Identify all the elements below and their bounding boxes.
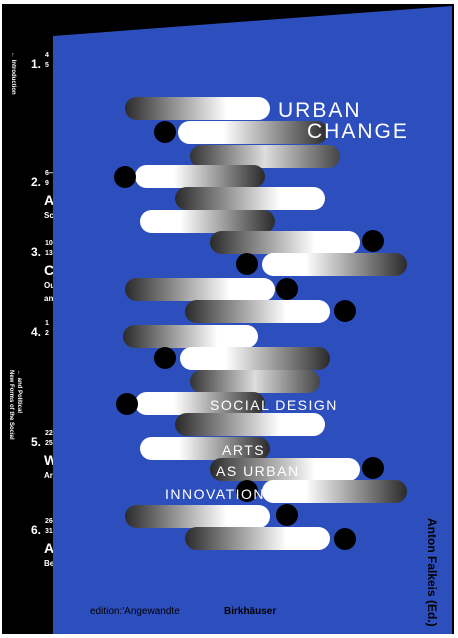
pill	[190, 370, 320, 393]
page-range: 1	[45, 320, 49, 327]
dot	[236, 480, 258, 502]
title-line: CHANGE	[307, 120, 409, 143]
pill	[262, 480, 407, 503]
page-range: 13	[45, 250, 53, 257]
section-number: 1.	[31, 57, 41, 71]
page-range: 9	[45, 180, 49, 187]
section-line: C	[44, 262, 54, 278]
pill	[180, 347, 330, 370]
section-number: 2.	[31, 175, 41, 189]
dot	[362, 457, 384, 479]
pill	[262, 253, 407, 276]
section-line: Ou	[44, 281, 55, 290]
section-number: 5.	[31, 435, 41, 449]
page-range: 25	[45, 440, 53, 447]
pill	[210, 458, 360, 481]
pill	[178, 121, 328, 144]
section-line: A	[44, 540, 54, 556]
pill	[125, 97, 270, 120]
page-range: 2	[45, 330, 49, 337]
pill	[185, 300, 330, 323]
pill	[185, 527, 330, 550]
spine-label: New Forms of the Social	[8, 370, 14, 440]
dot	[362, 230, 384, 252]
dot	[276, 278, 298, 300]
section-line: Be	[44, 559, 55, 568]
dot	[114, 166, 136, 188]
section-number: 3.	[31, 245, 41, 259]
section-line: Ar	[44, 471, 53, 480]
page-range: 6—	[45, 170, 56, 177]
page-range: 10—	[45, 240, 60, 247]
spine: ← Introduction New Forms of the Social ← a…	[8, 52, 60, 568]
author: Anton Falkeis (Ed.)	[425, 518, 439, 627]
publisher: edition:'Angewandte	[90, 606, 180, 617]
dot	[334, 300, 356, 322]
pill	[210, 231, 360, 254]
dot	[116, 393, 138, 415]
page-range: 22—	[45, 430, 60, 437]
pill	[175, 413, 325, 436]
pill	[125, 278, 275, 301]
pill	[140, 210, 275, 233]
pill	[140, 437, 270, 460]
dot	[334, 528, 356, 550]
dot	[154, 121, 176, 143]
title-line: URBAN	[278, 99, 362, 122]
section-number: 6.	[31, 523, 41, 537]
page-range: 26—	[45, 518, 60, 525]
section-line: A	[44, 192, 54, 208]
section-number: 4.	[31, 325, 41, 339]
dot	[276, 504, 298, 526]
section-line: an	[44, 294, 53, 303]
pill	[125, 505, 270, 528]
dot	[154, 347, 176, 369]
pill	[135, 165, 265, 188]
pill	[123, 325, 258, 348]
subtitle-line: ARTS	[222, 442, 265, 458]
pill-pattern	[114, 97, 407, 550]
publisher: Birkhäuser	[224, 606, 276, 617]
dot	[236, 253, 258, 275]
pill	[190, 145, 340, 168]
page-range: 31	[45, 528, 53, 535]
subtitle-line: INNOVATION	[165, 486, 265, 502]
spine-label: ← Introduction	[10, 52, 16, 95]
section-line: Sc	[44, 211, 54, 220]
pill	[175, 187, 325, 210]
page-range: 4	[45, 52, 49, 59]
subtitle-line: AS URBAN	[216, 463, 300, 479]
subtitle-line: SOCIAL DESIGN	[210, 397, 338, 413]
spine-label: ← and Political	[16, 370, 22, 413]
pill	[135, 392, 265, 415]
page-range: 5	[45, 62, 49, 69]
